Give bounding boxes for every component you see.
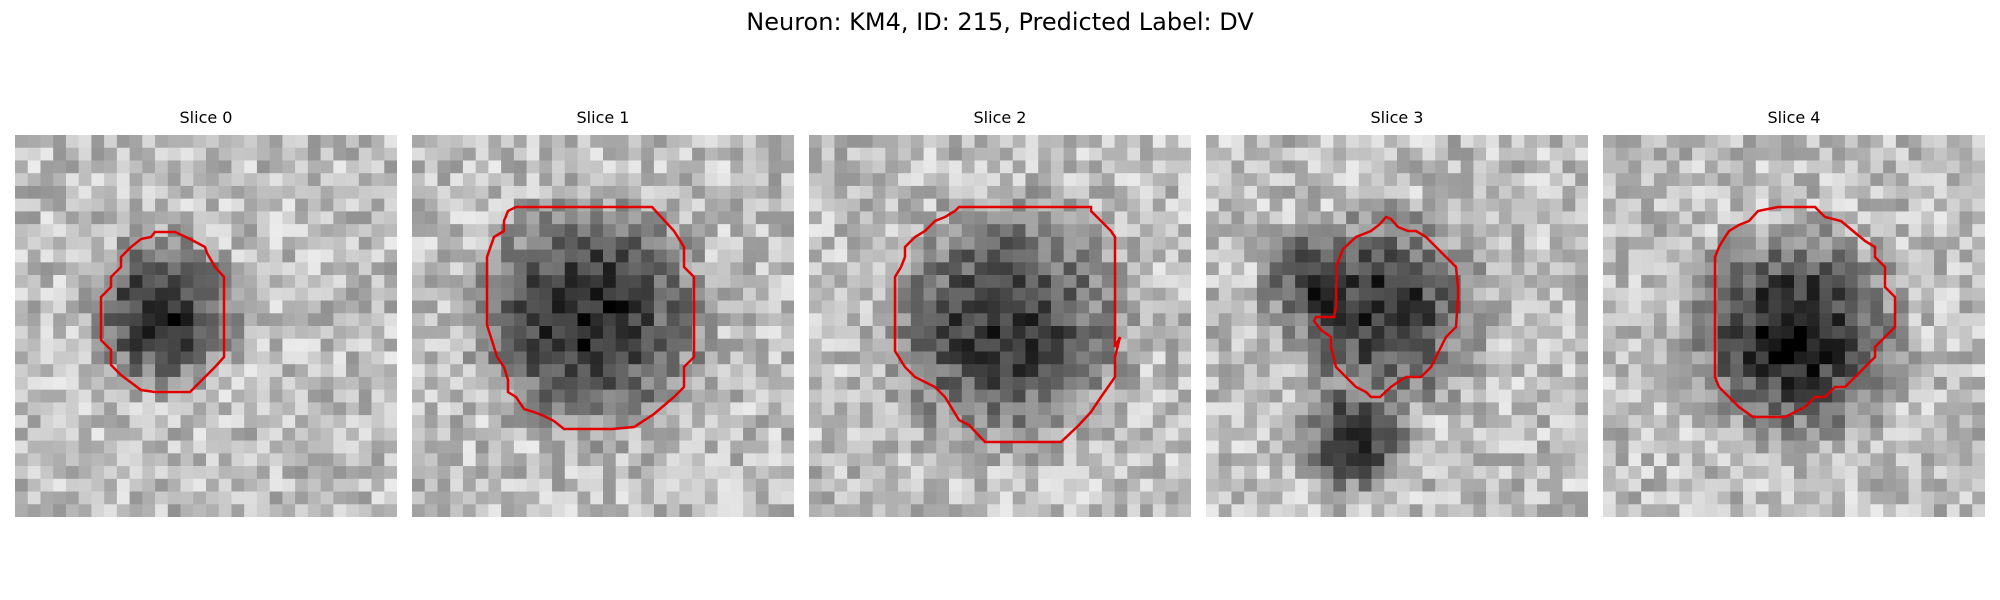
slice-title: Slice 3: [1370, 108, 1424, 127]
slice-image: [412, 135, 794, 517]
neuron-contour: [1312, 215, 1460, 399]
slice-title: Slice 4: [1767, 108, 1821, 127]
slice-image: [809, 135, 1191, 517]
pixel-grid: [1603, 135, 1985, 517]
pixel-grid: [412, 135, 794, 517]
slice-image: [1603, 135, 1985, 517]
slice-title: Slice 1: [576, 108, 630, 127]
pixel-grid: [1206, 135, 1588, 517]
slice-title: Slice 0: [179, 108, 233, 127]
neuron-contour: [893, 205, 1122, 444]
figure-title: Neuron: KM4, ID: 215, Predicted Label: D…: [746, 8, 1254, 36]
slice-image: [15, 135, 397, 517]
pixel-grid: [809, 135, 1191, 517]
neuron-contour: [1713, 205, 1897, 419]
neuron-contour: [485, 205, 696, 431]
slice-title: Slice 2: [973, 108, 1027, 127]
slice-image: [1206, 135, 1588, 517]
pixel-grid: [15, 135, 397, 517]
neuron-contour: [99, 230, 226, 394]
